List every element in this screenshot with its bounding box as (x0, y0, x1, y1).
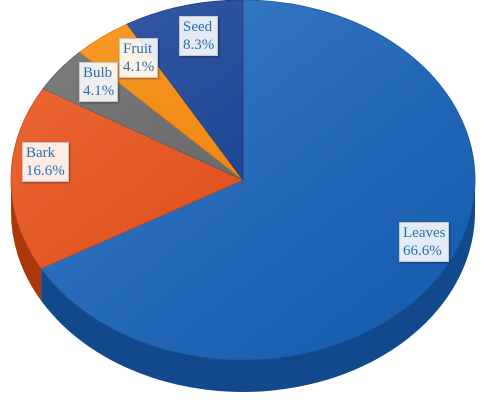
slice-label-name: Bark (26, 145, 56, 161)
slice-label-bulb: Bulb 4.1% (79, 62, 119, 102)
slice-label-name: Bulb (83, 65, 113, 81)
slice-label-seed: Seed 8.3% (179, 16, 219, 56)
slice-label-fruit: Fruit 4.1% (119, 38, 159, 78)
pie-sheen (11, 0, 475, 360)
pie-sides (11, 180, 475, 393)
slice-label-leaves: Leaves 66.6% (399, 222, 450, 262)
slice-label-value: 8.3% (183, 37, 215, 53)
slice-label-value: 16.6% (26, 163, 65, 179)
slice-label-name: Leaves (403, 225, 446, 241)
slice-label-bark: Bark 16.6% (22, 142, 69, 182)
pie-side-bark (11, 180, 42, 301)
slice-label-value: 66.6% (403, 243, 442, 259)
slice-label-name: Fruit (123, 41, 153, 57)
pie-tops (10, 0, 476, 361)
pie-side-leaves (41, 180, 475, 393)
slice-label-name: Seed (183, 19, 213, 35)
slice-label-value: 4.1% (83, 83, 115, 99)
slice-label-value: 4.1% (123, 59, 155, 75)
